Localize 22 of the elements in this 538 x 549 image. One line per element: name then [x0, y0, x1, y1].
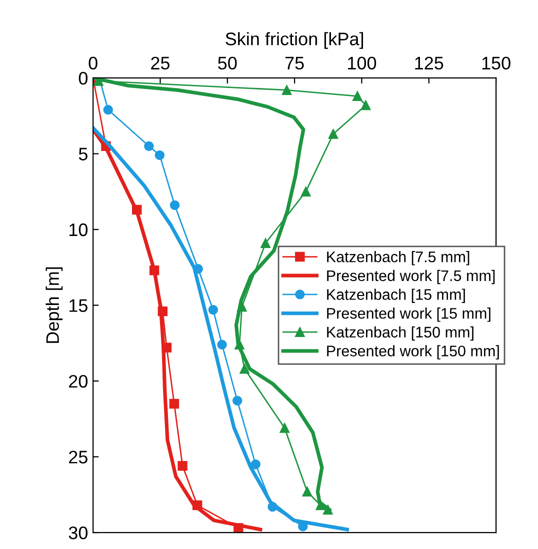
y-tick-label: 25 — [69, 450, 88, 464]
y-axis-title: Depth [m] — [46, 267, 63, 343]
x-tick-label: 125 — [415, 56, 444, 70]
y-tick-label: 30 — [68, 526, 88, 540]
x-tick-label: 0 — [88, 56, 98, 70]
legend-label: Katzenbach [150 mm] — [327, 326, 474, 341]
y-tick-label: 5 — [78, 148, 88, 160]
x-tick-label: 25 — [151, 56, 170, 70]
x-tick-label: 50 — [218, 56, 237, 70]
x-tick-label: 100 — [348, 56, 376, 70]
x-tick-label: 150 — [482, 56, 510, 70]
legend-label: Presented work [150 mm] — [327, 345, 499, 360]
y-tick-label: 15 — [70, 299, 88, 312]
legend-label: Katzenbach [15 mm] — [327, 288, 465, 303]
legend-label: Presented work [7.5 mm] — [327, 270, 495, 284]
y-tick-label: 0 — [78, 72, 88, 85]
legend-label: Presented work [15 mm] — [327, 308, 490, 322]
x-axis-title: Skin friction [kPa] — [226, 32, 364, 49]
y-tick-label: 10 — [70, 223, 88, 236]
y-tick-label: 20 — [69, 374, 88, 388]
legend-label: Katzenbach [7.5 mm] — [327, 251, 470, 266]
x-tick-label: 75 — [285, 56, 304, 70]
